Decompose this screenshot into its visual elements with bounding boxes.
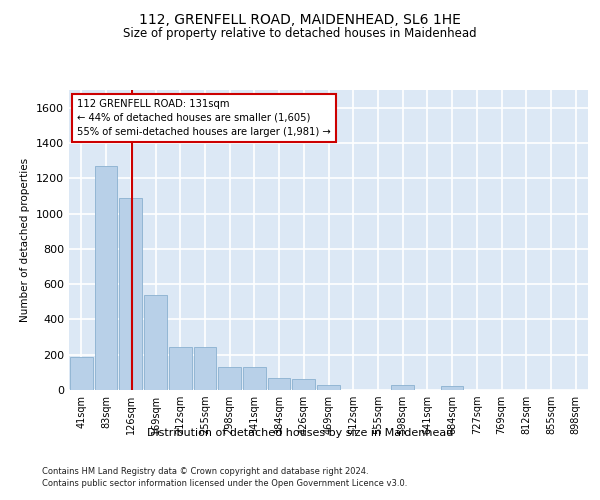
- Text: 112, GRENFELL ROAD, MAIDENHEAD, SL6 1HE: 112, GRENFELL ROAD, MAIDENHEAD, SL6 1HE: [139, 12, 461, 26]
- Text: Contains HM Land Registry data © Crown copyright and database right 2024.: Contains HM Land Registry data © Crown c…: [42, 468, 368, 476]
- Bar: [169, 347, 191, 390]
- Text: Contains public sector information licensed under the Open Government Licence v3: Contains public sector information licen…: [42, 479, 407, 488]
- Bar: [144, 294, 167, 390]
- Bar: [391, 384, 414, 390]
- Bar: [243, 367, 266, 390]
- Y-axis label: Number of detached properties: Number of detached properties: [20, 158, 31, 322]
- Bar: [119, 198, 142, 390]
- Bar: [441, 386, 463, 390]
- Text: Size of property relative to detached houses in Maidenhead: Size of property relative to detached ho…: [123, 28, 477, 40]
- Bar: [268, 378, 290, 390]
- Bar: [95, 166, 118, 390]
- Bar: [194, 347, 216, 390]
- Bar: [292, 378, 315, 390]
- Bar: [317, 384, 340, 390]
- Bar: [218, 367, 241, 390]
- Text: 112 GRENFELL ROAD: 131sqm
← 44% of detached houses are smaller (1,605)
55% of se: 112 GRENFELL ROAD: 131sqm ← 44% of detac…: [77, 99, 331, 137]
- Bar: [70, 358, 93, 390]
- Text: Distribution of detached houses by size in Maidenhead: Distribution of detached houses by size …: [147, 428, 453, 438]
